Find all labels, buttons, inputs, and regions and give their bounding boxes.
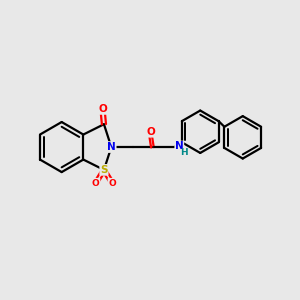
Text: S: S	[100, 165, 108, 175]
Text: N: N	[107, 142, 116, 152]
Text: O: O	[98, 104, 107, 114]
Text: N: N	[175, 141, 184, 151]
Text: O: O	[108, 178, 116, 188]
Text: H: H	[180, 148, 188, 157]
Text: O: O	[147, 127, 156, 137]
Text: O: O	[92, 178, 100, 188]
